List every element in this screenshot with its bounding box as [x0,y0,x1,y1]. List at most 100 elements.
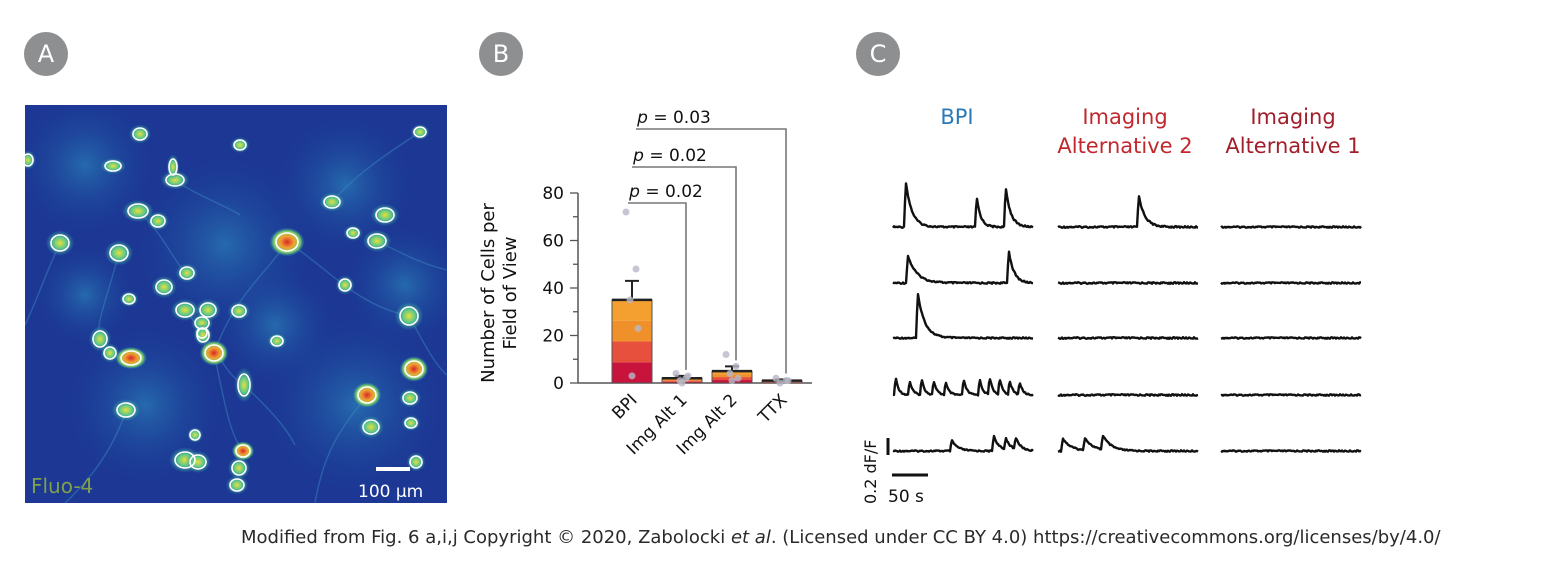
cell-body [269,227,305,257]
calcium-trace [892,250,1034,285]
significance-bracket [628,202,687,370]
caption-text-italic: et al [730,527,771,548]
data-point [632,265,640,273]
roi-outline [367,233,387,249]
column-header-alt2-line1: Imaging [1082,105,1167,129]
panel-a-badge: A [24,32,68,76]
calcium-trace [1220,336,1362,340]
cell-body [227,456,251,480]
background-haze [25,105,447,495]
y-tick-label: 0 [553,374,564,394]
roi-outline [413,126,427,138]
x-tick-label: BPI [608,390,641,423]
y-tick-label: 20 [542,327,564,347]
cell-body [362,229,392,253]
caption-text-part1: Modified from Fig. 6 a,i,j Copyright © 2… [241,527,731,548]
y-axis-label-line2: Field of View [500,236,521,349]
haze-patch [35,245,135,345]
bar-segment [612,299,652,321]
roi-outline [404,417,418,429]
cell-body [370,203,400,227]
roi-outline [127,203,149,219]
calcium-trace [892,434,1034,453]
roi-outline [175,302,195,318]
cell-body [175,263,199,283]
roi-outline [323,195,341,209]
cell-body [231,441,255,461]
calcium-trace [1057,393,1199,397]
roi-outline [25,153,34,167]
roi-outline [235,444,251,458]
data-point [722,351,730,358]
roi-outline [231,304,247,318]
scale-bar-y-label: 0.2 dF/F [861,440,880,504]
data-point [678,379,686,387]
data-point [732,362,740,370]
roi-outline [231,460,247,476]
panel-c-badge: C [856,32,900,76]
cell-body [227,301,251,321]
data-point [634,324,642,332]
data-point [628,372,636,380]
roi-outline [346,227,360,239]
roi-outline [150,214,166,228]
scale-bar-x-label: 50 s [888,487,924,507]
p-value-label: p = 0.02 [632,146,707,166]
caption-text-part2: . (Licensed under CC BY 4.0) https://cre… [770,527,1441,548]
data-point [622,208,630,216]
cell-body [170,298,200,322]
stain-label: Fluo-4 [31,474,93,498]
cell-body [104,240,134,266]
bar-segment [612,341,652,363]
chart-bars [611,279,803,384]
scale-bar-label: 100 μm [358,482,423,502]
data-point [734,374,742,382]
calcium-trace [1057,195,1199,229]
roi-outline [199,302,217,318]
x-tick-label: TTX [754,390,792,428]
calcium-trace [1220,225,1362,229]
roi-outline [109,244,129,262]
p-value-label: p = 0.02 [628,182,703,202]
data-point [672,370,680,377]
roi-outline [116,402,136,418]
cell-body [225,475,249,495]
cell-body [319,192,345,212]
roi-outline [399,306,419,326]
calcium-trace [1057,336,1199,340]
roi-outline [233,139,247,151]
neurite [64,409,127,503]
calcium-trace [1220,449,1362,453]
cell-body [185,450,211,474]
roi-outline [155,279,173,295]
roi-outline [270,335,284,347]
cell-body [25,150,36,170]
cell-body [358,415,384,439]
haze-patch [215,265,335,385]
roi-outline [122,293,136,305]
roi-outline [120,350,142,366]
roi-outline [196,327,210,343]
data-point [772,374,780,382]
data-point [776,379,784,387]
roi-outline [103,346,117,360]
neurite [331,131,421,203]
calcium-trace [1057,281,1199,285]
cell-body [399,356,429,382]
calcium-trace [892,182,1034,229]
trace-grid [892,182,1362,453]
roi-outline [402,391,418,405]
calcium-trace [1220,281,1362,285]
cell-body [199,340,229,366]
cell-body [160,170,190,190]
column-header-alt2-line2: Alternative 2 [1057,134,1192,158]
roi-outline [50,234,70,252]
y-tick-label: 80 [542,184,564,204]
y-tick-label: 40 [542,279,564,299]
roi-outline [179,266,195,280]
roi-outline [204,344,224,362]
roi-outline [104,160,122,172]
roi-outline [194,316,210,330]
cell-body [146,211,170,231]
